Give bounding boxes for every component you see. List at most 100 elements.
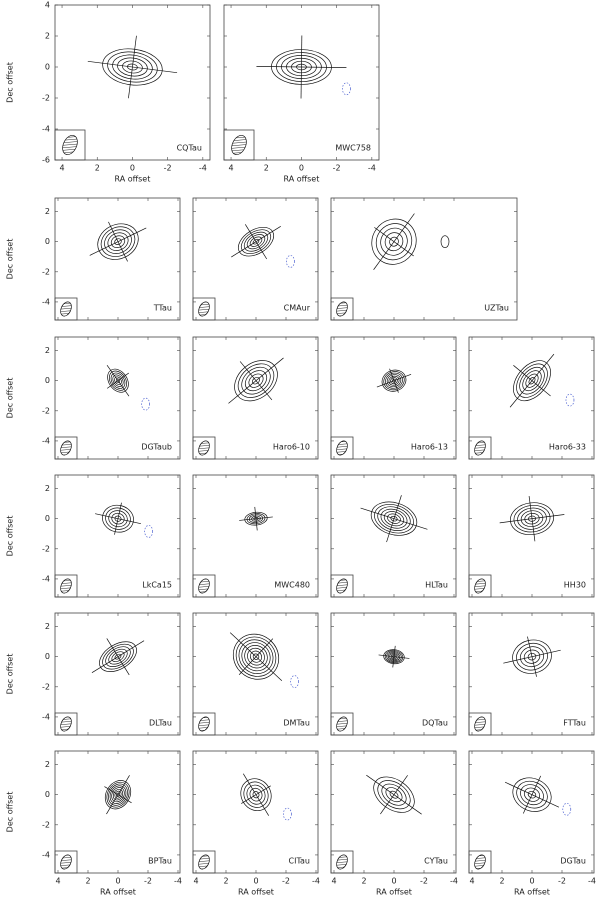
x-tick-label: 0 xyxy=(391,877,396,886)
x-tick-label: -4 xyxy=(368,164,376,173)
panel-frame xyxy=(192,612,319,736)
minor-axis xyxy=(241,785,271,804)
panel: CITau xyxy=(192,750,319,874)
negative-contour xyxy=(290,675,299,688)
y-tick-label: -2 xyxy=(42,682,50,691)
panel-frame xyxy=(54,750,181,874)
y-tick-label: -2 xyxy=(42,406,50,415)
contour xyxy=(440,235,450,249)
y-axis-label: Dec offset xyxy=(6,239,15,280)
minor-axis xyxy=(300,35,303,99)
beam xyxy=(198,716,210,732)
minor-axis xyxy=(522,775,542,814)
x-axis-label: RA offset xyxy=(238,888,274,897)
minor-axis xyxy=(239,361,273,401)
beam xyxy=(198,578,210,594)
x-tick-label: 2 xyxy=(85,877,90,886)
panel-frame xyxy=(54,336,181,460)
panel-frame xyxy=(54,612,181,736)
beam xyxy=(474,716,486,732)
beam-box xyxy=(54,574,78,598)
panel: HH30 xyxy=(468,474,595,598)
panel: DMTau xyxy=(192,612,319,736)
beam xyxy=(60,578,72,594)
y-tick-label: -2 xyxy=(42,267,50,276)
x-tick-label: 4 xyxy=(193,877,198,886)
y-tick-label: 0 xyxy=(45,376,50,385)
negative-contour xyxy=(283,807,292,821)
minor-axis xyxy=(106,372,130,389)
beam xyxy=(336,301,348,317)
x-tick-label: -2 xyxy=(164,164,172,173)
y-tick-label: 0 xyxy=(45,514,50,523)
panel-frame xyxy=(330,474,457,598)
beam xyxy=(474,440,486,456)
x-tick-label: -4 xyxy=(174,877,182,886)
panel-frame xyxy=(192,750,319,874)
y-tick-label: -4 xyxy=(42,850,50,859)
negative-contour xyxy=(565,393,575,407)
panel: Haro6-10 xyxy=(192,336,319,460)
y-tick-label: 2 xyxy=(45,207,50,216)
y-tick-label: 2 xyxy=(45,32,50,41)
beam-box xyxy=(192,574,216,598)
beam xyxy=(474,854,486,870)
beam-box xyxy=(468,436,492,460)
panel: TTau xyxy=(54,197,181,321)
y-tick-label: 2 xyxy=(45,484,50,493)
x-tick-label: 0 xyxy=(115,877,120,886)
minor-axis xyxy=(128,35,137,99)
panel-frame xyxy=(192,197,319,321)
beam-box xyxy=(330,712,354,736)
panel: CYTau xyxy=(330,750,457,874)
beam xyxy=(60,716,72,732)
panel-name: DGTaub xyxy=(141,443,172,452)
beam-box xyxy=(54,129,86,161)
panel-frame xyxy=(192,474,319,598)
y-axis-label: Dec offset xyxy=(6,654,15,695)
y-tick-label: -4 xyxy=(42,125,50,134)
y-tick-label: 0 xyxy=(45,652,50,661)
x-tick-label: 0 xyxy=(299,164,304,173)
x-tick-label: -4 xyxy=(588,877,596,886)
x-tick-label: -2 xyxy=(420,877,428,886)
beam-box xyxy=(192,712,216,736)
y-tick-label: -4 xyxy=(42,574,50,583)
panel: FTTau xyxy=(468,612,595,736)
x-axis-label: RA offset xyxy=(114,175,150,184)
panel-name: DQTau xyxy=(422,719,448,728)
negative-contour xyxy=(141,397,150,411)
panel-frame xyxy=(192,336,319,460)
beam-box xyxy=(468,850,492,874)
panel: DGTaub xyxy=(54,336,181,460)
x-axis-label: RA offset xyxy=(283,175,319,184)
minor-axis xyxy=(389,368,399,393)
panel-name: DLTau xyxy=(149,719,172,728)
panel: LkCa15 xyxy=(54,474,181,598)
panel-frame xyxy=(468,750,595,874)
panel-frame xyxy=(468,474,595,598)
y-tick-label: -2 xyxy=(42,544,50,553)
x-tick-label: -2 xyxy=(333,164,341,173)
negative-contour xyxy=(286,255,295,268)
minor-axis xyxy=(528,495,536,542)
panel: HLTau xyxy=(330,474,457,598)
y-axis-label: Dec offset xyxy=(6,62,15,103)
beam-box xyxy=(54,712,78,736)
panel-name: HH30 xyxy=(564,581,586,590)
beam-box xyxy=(330,297,354,321)
panel: DQTau xyxy=(330,612,457,736)
panel-name: HLTau xyxy=(425,581,448,590)
panel-frame xyxy=(54,474,181,598)
minor-axis xyxy=(244,224,268,260)
minor-axis xyxy=(108,221,128,262)
beam xyxy=(60,854,72,870)
x-axis-label: RA offset xyxy=(100,888,136,897)
y-tick-label: -4 xyxy=(42,712,50,721)
y-tick-label: -2 xyxy=(42,820,50,829)
x-tick-label: 4 xyxy=(469,877,474,886)
panel-frame xyxy=(330,197,518,321)
y-tick-label: -2 xyxy=(42,94,50,103)
beam xyxy=(198,854,210,870)
